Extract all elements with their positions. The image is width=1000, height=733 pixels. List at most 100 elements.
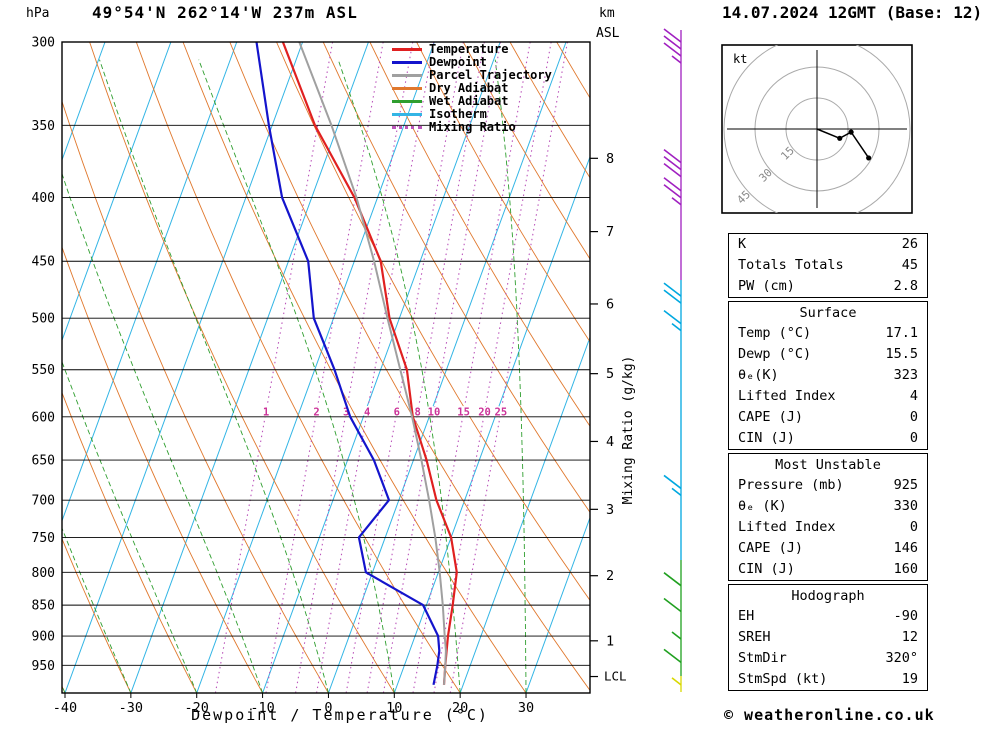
km-axis: 1 2 3 4 5 6 7 8 LCL [590, 151, 627, 684]
legend-swatch-icon [392, 74, 422, 77]
stat-label: SREH [738, 629, 771, 645]
parcel-trajectory-curve [298, 42, 447, 685]
stat-value: 2.8 [893, 278, 918, 294]
stat-label: Temp (°C) [738, 325, 812, 341]
stat-row: Lifted Index 0 [729, 517, 927, 538]
hodograph-unit-label: kt [733, 52, 747, 66]
svg-text:1: 1 [606, 633, 614, 649]
svg-text:10: 10 [386, 700, 402, 716]
stat-row: K 26 [729, 234, 927, 255]
datetime-label: 14.07.2024 12GMT (Base: 12) [722, 3, 983, 22]
stat-row: θₑ (K) 330 [729, 496, 927, 517]
stat-value: 0 [909, 409, 918, 425]
stat-row: CIN (J) 0 [729, 428, 927, 449]
stat-row: Totals Totals 45 [729, 255, 927, 276]
svg-text:2: 2 [606, 568, 614, 584]
legend-label: Dry Adiabat [429, 81, 509, 95]
stat-value: 925 [893, 477, 918, 493]
stat-value: 12 [901, 629, 918, 645]
stat-row: StmDir 320° [729, 648, 927, 669]
svg-text:30: 30 [518, 700, 534, 716]
svg-text:950: 950 [32, 659, 55, 674]
section-title: Most Unstable [775, 457, 881, 473]
stat-label: θₑ (K) [738, 498, 787, 514]
legend-swatch-icon [392, 126, 422, 129]
stat-label: Totals Totals [738, 257, 844, 273]
sounding-curves [255, 42, 458, 686]
stat-label: Lifted Index [738, 388, 836, 404]
svg-text:7: 7 [606, 224, 614, 240]
temperature-axis-labels: -40 -30 -20 -10 0 10 20 30 [53, 693, 534, 716]
stat-row: PW (cm) 2.8 [729, 276, 927, 297]
stat-label: Lifted Index [738, 519, 836, 535]
svg-text:15: 15 [457, 407, 470, 419]
legend-item: Temperature [392, 43, 552, 56]
temperature-curve [281, 42, 458, 685]
svg-text:5: 5 [606, 366, 614, 382]
legend-label: Wet Adiabat [429, 94, 509, 108]
pressure-gridlines [62, 41, 590, 666]
svg-text:400: 400 [32, 191, 55, 206]
svg-text:20: 20 [452, 700, 468, 716]
svg-text:4: 4 [606, 434, 614, 450]
svg-text:3: 3 [606, 502, 614, 518]
stat-label: Dewp (°C) [738, 346, 812, 362]
legend-swatch-icon [392, 61, 422, 64]
legend-swatch-icon [392, 113, 422, 116]
stat-label: CAPE (J) [738, 540, 804, 556]
stat-label: CIN (J) [738, 430, 795, 446]
asl-axis-unit: ASL [596, 26, 620, 41]
pressure-axis-labels: 300 350 400 450 500 550 600 650 700 750 800 850 900 9… [32, 36, 55, 674]
stat-label: θₑ(K) [738, 367, 779, 383]
svg-text:6: 6 [606, 296, 614, 312]
legend-label: Mixing Ratio [429, 120, 516, 134]
mixing-ratio-axis-title: Mixing Ratio (g/kg) [621, 356, 636, 505]
stat-row: EH -90 [729, 606, 927, 627]
stat-label: PW (cm) [738, 278, 795, 294]
pressure-axis-unit: hPa [26, 6, 50, 21]
svg-text:3: 3 [343, 407, 349, 419]
stat-value: 15.5 [885, 346, 918, 362]
wind-barbs [663, 28, 682, 686]
stat-row: CAPE (J) 146 [729, 538, 927, 559]
legend-item: Dewpoint [392, 56, 552, 69]
stat-label: CIN (J) [738, 561, 795, 577]
legend-item: Isotherm [392, 108, 552, 121]
stat-row: SREH 12 [729, 627, 927, 648]
stat-value: 0 [909, 430, 918, 446]
stat-row: CIN (J) 160 [729, 559, 927, 580]
stat-value: 26 [901, 236, 918, 252]
wind-barb-icon [663, 309, 682, 332]
x-axis-title: Dewpoint / Temperature (°C) [191, 706, 489, 724]
wet-adiabats [62, 59, 527, 693]
legend-item: Mixing Ratio [392, 121, 552, 134]
svg-text:550: 550 [32, 363, 55, 378]
svg-text:6: 6 [394, 407, 400, 419]
stat-value: 330 [893, 498, 918, 514]
lcl-label: LCL [604, 669, 627, 684]
stat-row: Pressure (mb) 925 [729, 475, 927, 496]
stat-value: 17.1 [885, 325, 918, 341]
stat-label: Pressure (mb) [738, 477, 844, 493]
stat-value: 4 [909, 388, 918, 404]
svg-text:450: 450 [32, 255, 55, 270]
stat-label: CAPE (J) [738, 409, 804, 425]
wind-barb-icon [663, 282, 682, 304]
legend-label: Temperature [429, 42, 509, 56]
svg-text:10: 10 [428, 407, 441, 419]
legend-label: Isotherm [429, 107, 487, 121]
stat-row: Temp (°C) 17.1 [729, 323, 927, 344]
legend-swatch-icon [392, 48, 422, 51]
wind-barb-icon [671, 677, 682, 686]
stats-section: Surface Temp (°C) 17.1 Dewp (°C) 15.5 θₑ(K) 32… [728, 301, 928, 450]
stat-value: 160 [893, 561, 918, 577]
legend-item: Wet Adiabat [392, 95, 552, 108]
legend-label: Dewpoint [429, 55, 487, 69]
svg-text:4: 4 [364, 407, 370, 419]
stat-value: 323 [893, 367, 918, 383]
copyright: © weatheronline.co.uk [724, 706, 935, 724]
svg-text:750: 750 [32, 531, 55, 546]
wind-barb-icon [663, 597, 682, 613]
